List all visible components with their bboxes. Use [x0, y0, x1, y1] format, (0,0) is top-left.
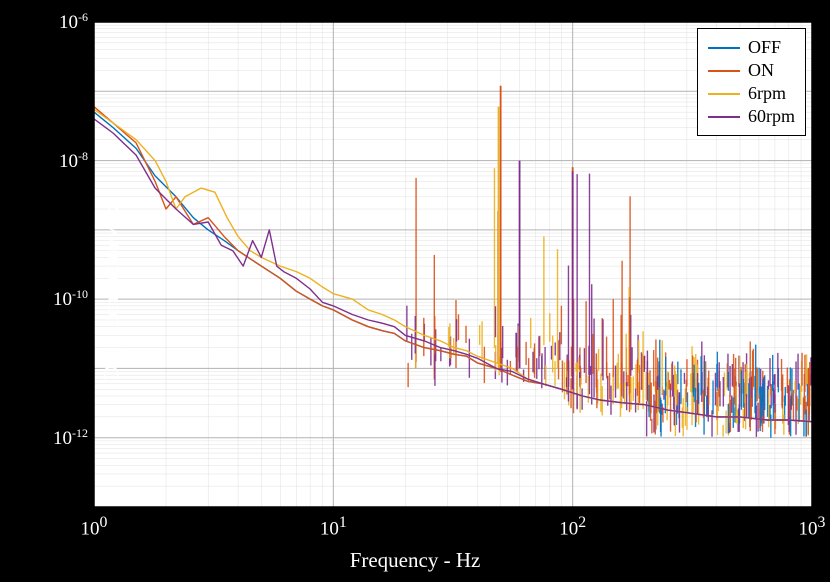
y-tick: 10-12 — [53, 426, 88, 450]
y-axis-label: Displacement m/√Hz — [99, 202, 124, 381]
legend-label: 60rpm — [748, 106, 795, 127]
legend-swatch — [708, 70, 740, 72]
x-tick: 102 — [559, 514, 586, 540]
x-axis-label: Frequency - Hz — [350, 548, 481, 573]
legend-row: 60rpm — [708, 106, 795, 127]
legend-row: 6rpm — [708, 83, 795, 104]
x-tick: 100 — [81, 514, 108, 540]
legend-swatch — [708, 47, 740, 49]
legend-swatch — [708, 93, 740, 95]
spectrum-chart: OFFON6rpm60rpm — [94, 22, 812, 507]
y-tick: 10-8 — [59, 148, 88, 172]
legend-row: OFF — [708, 37, 795, 58]
y-tick: 10-6 — [59, 10, 88, 34]
legend-label: OFF — [748, 37, 781, 58]
legend-label: ON — [748, 60, 774, 81]
legend: OFFON6rpm60rpm — [697, 28, 806, 136]
x-tick: 101 — [320, 514, 347, 540]
y-tick: 10-10 — [53, 287, 88, 311]
legend-swatch — [708, 116, 740, 118]
x-tick: 103 — [799, 514, 826, 540]
legend-row: ON — [708, 60, 795, 81]
legend-label: 6rpm — [748, 83, 786, 104]
